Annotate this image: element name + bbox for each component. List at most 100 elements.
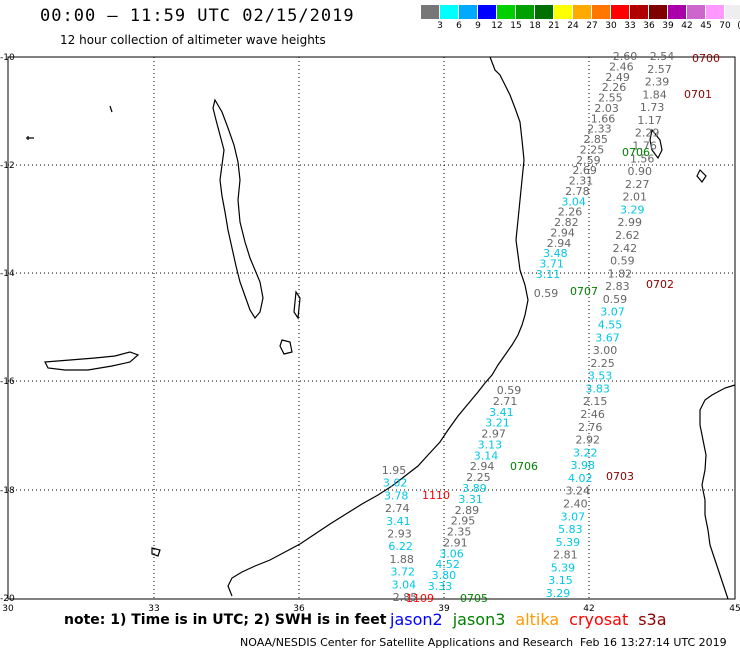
track-b-wave-height: 2.76 (578, 421, 603, 434)
track-c-wave-height: 2.25 (466, 471, 491, 484)
track-c-wave-height: 3.21 (485, 417, 510, 430)
color-legend-swatch (516, 5, 535, 19)
track-a-wave-height: 2.94 (550, 226, 575, 239)
track-b-wave-height: 0.90 (627, 165, 652, 178)
track-c-wave-height: 4.52 (435, 558, 460, 571)
map-title: 00:00 – 11:59 UTC 02/15/2019 (40, 6, 355, 26)
track-d-wave-height: 6.22 (388, 540, 413, 553)
color-legend-swatch (478, 5, 497, 19)
track-b-wave-height: 2.83 (605, 280, 630, 293)
track-a-wave-height: 2.78 (565, 185, 590, 198)
color-legend-swatch (649, 5, 668, 19)
color-legend-swatch (421, 5, 440, 19)
track-d-wave-height: 3.04 (392, 578, 417, 591)
track-a-wave-height: 2.46 (609, 60, 634, 73)
lat-tick-label: -16 (0, 377, 15, 387)
color-legend-tick: 18 (529, 21, 541, 31)
track-a-wave-height: 2.85 (583, 133, 608, 146)
track-b-wave-height: 3.98 (571, 459, 596, 472)
track-b-wave-height: 2.62 (615, 229, 640, 242)
track-b-wave-height: 3.07 (561, 510, 586, 523)
color-legend-tick: 27 (586, 21, 598, 31)
color-legend-swatch (535, 5, 554, 19)
lat-tick-label: -18 (0, 486, 15, 496)
track-c-wave-height: 2.94 (470, 460, 495, 473)
color-legend-tick: 15 (510, 21, 522, 31)
track-c-wave-height: 3.13 (478, 438, 503, 451)
track-b-wave-height: 3.24 (566, 485, 591, 498)
track-c-wave-height: 0.59 (497, 384, 522, 397)
color-legend-tick: 24 (567, 21, 579, 31)
track-b-wave-height: 3.67 (595, 331, 620, 344)
track-c-wave-height: 3.06 (439, 547, 464, 560)
color-legend-swatch (554, 5, 573, 19)
color-legend-tick: 70 (719, 21, 731, 31)
pass-time-marker: 0702 (646, 278, 674, 291)
color-legend-swatch (687, 5, 706, 19)
track-a-wave-height: 2.55 (598, 92, 623, 105)
lon-tick-label: 45 (729, 604, 740, 614)
track-b-wave-height: 3.22 (573, 446, 598, 459)
lat-tick-label: -10 (0, 53, 15, 63)
color-legend-tick: 21 (548, 21, 560, 31)
track-b-wave-height: 3.15 (548, 574, 573, 587)
track-a-wave-height: 2.26 (558, 206, 583, 219)
track-b-wave-height: 3.29 (620, 203, 645, 216)
track-b-wave-height: 3.83 (585, 382, 610, 395)
pass-time-marker: 1109 (406, 592, 434, 605)
color-legend-swatch (459, 5, 478, 19)
track-b-wave-height: 2.92 (575, 434, 600, 447)
color-legend-swatch (440, 5, 459, 19)
track-b-wave-height: 2.15 (583, 395, 608, 408)
track-c-wave-height: 2.35 (447, 526, 472, 539)
color-legend-tick: 39 (662, 21, 674, 31)
color-legend-swatch (592, 5, 611, 19)
color-legend-tick: 6 (456, 21, 462, 31)
track-b-wave-height: 1.17 (637, 114, 662, 127)
track-b-wave-height: 1.76 (632, 140, 657, 153)
track-a-wave-height: 2.26 (602, 81, 627, 94)
footer-note: note: 1) Time is in UTC; 2) SWH is in fe… (64, 612, 387, 628)
map-frame (7, 56, 736, 600)
graticule (8, 57, 735, 599)
satellite-legend-item: s3a (638, 610, 667, 629)
track-d-wave-height: 2.93 (387, 528, 412, 541)
lon-tick-label: 36 (293, 604, 305, 614)
color-legend-swatch (573, 5, 592, 19)
satellite-legend-item: cryosat (569, 610, 629, 629)
color-legend-tick: 12 (491, 21, 503, 31)
color-legend-swatch (497, 5, 516, 19)
pass-time-marker: 0707 (570, 285, 598, 298)
track-c-wave-height: 2.95 (451, 515, 476, 528)
track-c-wave-height: 2.71 (493, 395, 518, 408)
track-c-wave-height: 3.33 (428, 580, 453, 593)
satellite-legend: jason2 jason3 altika cryosat s3a (390, 610, 677, 629)
track-d-wave-height: 1.88 (389, 553, 414, 566)
track-a-wave-height: 3.04 (561, 195, 586, 208)
track-d-wave-height: 2.74 (385, 502, 410, 515)
satellite-legend-item: altika (515, 610, 560, 629)
track-d-wave-height: 3.78 (384, 489, 409, 502)
color-legend-tick: 9 (475, 21, 481, 31)
track-a-wave-height: 2.60 (613, 50, 638, 63)
track-b-wave-height: 2.54 (650, 50, 675, 63)
track-b-wave-height: 2.99 (618, 216, 643, 229)
color-legend-tick: (ft) (734, 21, 740, 31)
track-b-wave-height: 1.84 (642, 88, 667, 101)
lon-tick-label: 39 (438, 604, 450, 614)
color-legend-tick: 36 (643, 21, 655, 31)
track-b-wave-height: 1.82 (608, 267, 633, 280)
track-d-wave-height: 1.95 (382, 464, 407, 477)
track-c-wave-height: 2.97 (481, 428, 506, 441)
track-b-wave-height: 2.25 (590, 357, 615, 370)
lat-tick-label: -20 (0, 594, 15, 604)
color-legend-tick: 33 (624, 21, 636, 31)
track-a-wave-height: 2.03 (594, 102, 619, 115)
lat-tick-label: -12 (0, 161, 15, 171)
lat-tick-label: -14 (0, 269, 15, 279)
track-b-wave-height: 3.07 (600, 306, 625, 319)
color-legend-swatch (611, 5, 630, 19)
track-wave-height: 0.59 (534, 287, 559, 300)
track-b-wave-height: 1.73 (640, 101, 665, 114)
